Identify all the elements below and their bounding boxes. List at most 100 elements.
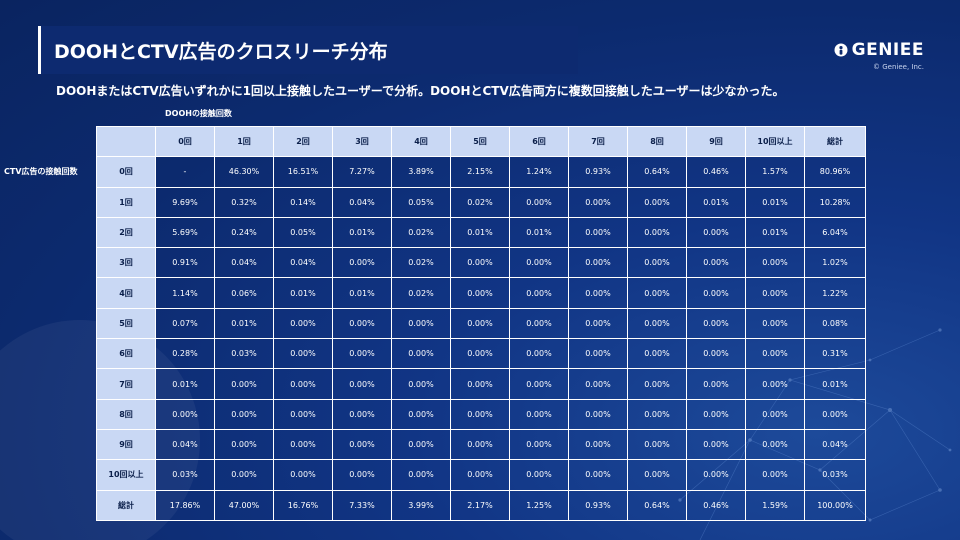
column-header: 5回: [450, 125, 510, 158]
table-cell: 0.00%: [332, 459, 392, 491]
table-cell: 0.00%: [686, 277, 746, 309]
table-cell: 0.46%: [686, 156, 746, 188]
column-header: 2回: [273, 125, 333, 158]
table-cell: 0.00%: [214, 398, 274, 430]
table-row: 総計 17.86% 47.00% 16.76% 7.33% 3.99% 2.17% 1.25%…: [96, 489, 866, 521]
table-cell: 0.00%: [391, 307, 451, 340]
ctv-axis-label: CTV広告の接触回数: [4, 167, 78, 176]
table-cell: 0.00%: [568, 428, 628, 461]
table-row: 0回 -46.30% 16.51% 7.27% 3.89% 2.15% 1.24% 0.93%…: [96, 156, 866, 188]
table-cell: 0.00%: [686, 368, 746, 400]
table-cell: 0.00%: [509, 307, 569, 340]
column-header: 総計: [804, 125, 866, 158]
table-cell: 0.46%: [686, 489, 746, 521]
table-cell: 100.00%: [804, 489, 866, 521]
column-header: 10回以上: [745, 125, 805, 158]
subtitle: DOOHまたはCTV広告いずれかに1回以上接触したユーザーで分析。DOOHとCT…: [56, 84, 785, 98]
table-cell: 0.64%: [627, 156, 687, 188]
table-cell: 0.00%: [627, 277, 687, 309]
table-row: 8回 0.00% 0.00% 0.00% 0.00% 0.00% 0.00% 0.00% 0.0…: [96, 398, 866, 430]
table-cell: 0.01%: [214, 307, 274, 340]
table-cell: 0.00%: [509, 186, 569, 218]
table-header-row: 0回 1回 2回 3回 4回 5回 6回 7回 8回 9回 10回以上 総計: [96, 125, 866, 158]
table-cell: 0.01%: [745, 216, 805, 249]
table-cell: 0.00%: [509, 428, 569, 461]
table-cell: 0.00%: [273, 428, 333, 461]
table-cell: 0.00%: [745, 428, 805, 461]
table-cell: 0.91%: [155, 247, 215, 279]
row-header: 5回: [96, 307, 156, 340]
table-cell: 17.86%: [155, 489, 215, 521]
table-cell: 0.00%: [450, 277, 510, 309]
table-cell: 0.00%: [745, 247, 805, 279]
column-header: 4回: [391, 125, 451, 158]
table-cell: 0.00%: [155, 398, 215, 430]
table-cell: 0.00%: [450, 459, 510, 491]
table-cell: 0.00%: [332, 398, 392, 430]
table-cell: 0.00%: [509, 277, 569, 309]
table-cell: 0.00%: [745, 277, 805, 309]
table-cell: 0.00%: [273, 398, 333, 430]
table-cell: 0.01%: [155, 368, 215, 400]
table-cell: 0.08%: [804, 307, 866, 340]
table-cell: 0.01%: [332, 216, 392, 249]
table-cell: 0.64%: [627, 489, 687, 521]
table-cell: 0.00%: [568, 338, 628, 370]
logo-text: GENIEE: [851, 40, 924, 60]
table-cell: 9.69%: [155, 186, 215, 218]
table-cell: 0.07%: [155, 307, 215, 340]
table-cell: 0.02%: [391, 277, 451, 309]
table-cell: 46.30%: [214, 156, 274, 188]
table-cell: 0.01%: [332, 277, 392, 309]
table-cell: 0.04%: [273, 247, 333, 279]
row-header: 総計: [96, 489, 156, 521]
table-cell: 0.01%: [745, 186, 805, 218]
table-cell: 0.00%: [745, 398, 805, 430]
table-cell: 0.01%: [273, 277, 333, 309]
table-row: 2回 5.69% 0.24% 0.05% 0.01% 0.02% 0.01% 0.01% 0.0…: [96, 216, 866, 249]
table-cell: 0.04%: [214, 247, 274, 279]
table-row: 1回 9.69% 0.32% 0.14% 0.04% 0.05% 0.02% 0.00% 0.0…: [96, 186, 866, 218]
table-cell: 0.03%: [804, 459, 866, 491]
table-cell: 0.00%: [627, 398, 687, 430]
table-cell: 0.00%: [686, 428, 746, 461]
row-header: 7回: [96, 368, 156, 400]
table-cell: 2.15%: [450, 156, 510, 188]
table-cell: 0.93%: [568, 489, 628, 521]
table-row: 9回 0.04% 0.00% 0.00% 0.00% 0.00% 0.00% 0.00% 0.0…: [96, 428, 866, 461]
table-cell: 0.00%: [509, 247, 569, 279]
table-cell: 0.01%: [509, 216, 569, 249]
table-cell: 0.00%: [568, 307, 628, 340]
column-header: 0回: [155, 125, 215, 158]
table-cell: 0.02%: [450, 186, 510, 218]
table-cell: 0.00%: [450, 247, 510, 279]
table-cell: 0.00%: [332, 307, 392, 340]
table-cell: 0.00%: [509, 368, 569, 400]
table-cell: 0.00%: [450, 368, 510, 400]
table-cell: 16.51%: [273, 156, 333, 188]
table-cell: 0.01%: [686, 186, 746, 218]
column-header: 8回: [627, 125, 687, 158]
table-cell: 16.76%: [273, 489, 333, 521]
table-cell: 1.14%: [155, 277, 215, 309]
column-header: 9回: [686, 125, 746, 158]
table-cell: 0.93%: [568, 156, 628, 188]
table-cell: 0.00%: [745, 459, 805, 491]
table-cell: 0.00%: [627, 459, 687, 491]
table-cell: 0.00%: [568, 277, 628, 309]
table-cell: 0.00%: [568, 216, 628, 249]
table-cell: 0.28%: [155, 338, 215, 370]
table-cell: 0.00%: [627, 247, 687, 279]
table-cell: -: [155, 156, 215, 188]
table-cell: 0.00%: [450, 428, 510, 461]
table-cell: 0.03%: [214, 338, 274, 370]
table-cell: 0.00%: [214, 428, 274, 461]
row-header: 2回: [96, 216, 156, 249]
geniee-logo: GENIEE: [834, 40, 924, 60]
row-header: 6回: [96, 338, 156, 370]
table-cell: 0.00%: [214, 368, 274, 400]
table-cell: 0.00%: [273, 459, 333, 491]
table-cell: 0.01%: [804, 368, 866, 400]
table-cell: 0.00%: [509, 459, 569, 491]
table-cell: 0.00%: [568, 186, 628, 218]
